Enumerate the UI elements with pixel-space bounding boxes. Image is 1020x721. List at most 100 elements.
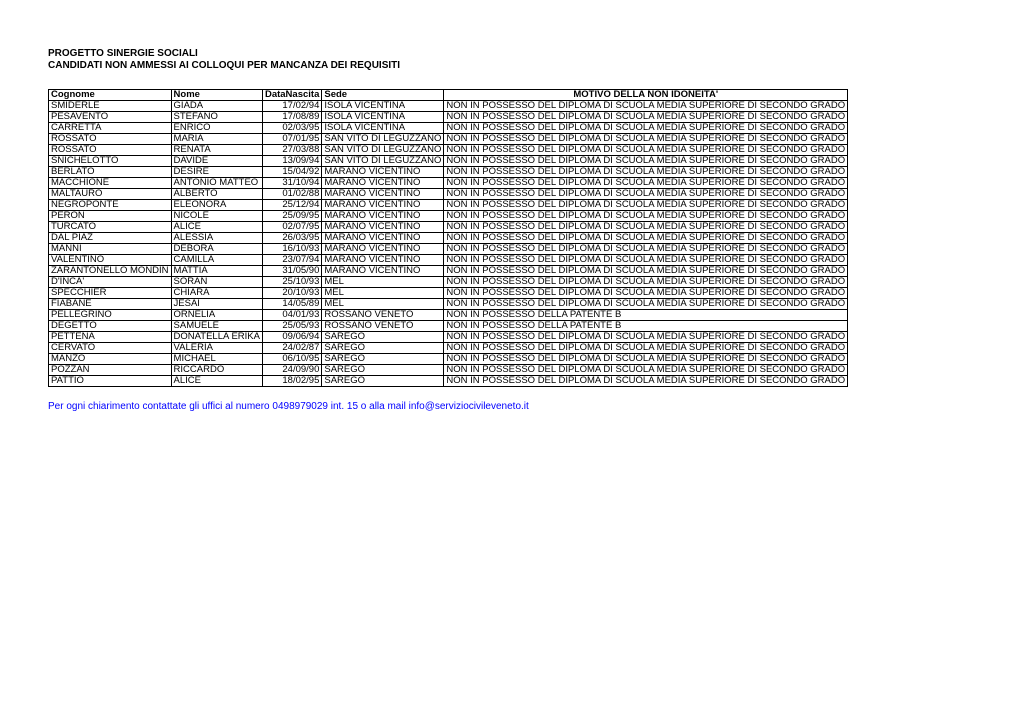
table-header-row: Cognome Nome DataNascita Sede MOTIVO DEL… xyxy=(49,90,848,101)
table-cell: NON IN POSSESSO DEL DIPLOMA DI SCUOLA ME… xyxy=(444,299,848,310)
table-cell: ISOLA VICENTINA xyxy=(322,101,444,112)
table-row: ROSSATOMARIA07/01/95SAN VITO DI LEGUZZAN… xyxy=(49,134,848,145)
table-cell: NON IN POSSESSO DEL DIPLOMA DI SCUOLA ME… xyxy=(444,211,848,222)
table-cell: RENATA xyxy=(171,145,262,156)
table-cell: NON IN POSSESSO DELLA PATENTE B xyxy=(444,321,848,332)
table-cell: MARANO VICENTINO xyxy=(322,222,444,233)
table-cell: JESAI xyxy=(171,299,262,310)
table-row: NEGROPONTEELEONORA25/12/94MARANO VICENTI… xyxy=(49,200,848,211)
table-row: CERVATOVALERIA24/02/87SAREGONON IN POSSE… xyxy=(49,343,848,354)
table-cell: MICHAEL xyxy=(171,354,262,365)
table-cell: GIADA xyxy=(171,101,262,112)
table-cell: MARANO VICENTINO xyxy=(322,211,444,222)
table-cell: NON IN POSSESSO DEL DIPLOMA DI SCUOLA ME… xyxy=(444,365,848,376)
col-header-datanascita: DataNascita xyxy=(262,90,321,101)
table-cell: NON IN POSSESSO DEL DIPLOMA DI SCUOLA ME… xyxy=(444,145,848,156)
table-row: ROSSATORENATA27/03/88SAN VITO DI LEGUZZA… xyxy=(49,145,848,156)
table-cell: MARANO VICENTINO xyxy=(322,255,444,266)
table-row: MACCHIONEANTONIO MATTEO31/10/94MARANO VI… xyxy=(49,178,848,189)
table-cell: 04/01/93 xyxy=(262,310,321,321)
table-cell: NON IN POSSESSO DEL DIPLOMA DI SCUOLA ME… xyxy=(444,101,848,112)
col-header-motivo: MOTIVO DELLA NON IDONEITA' xyxy=(444,90,848,101)
table-row: BERLATODESIRE15/04/92MARANO VICENTINONON… xyxy=(49,167,848,178)
table-cell: SAREGO xyxy=(322,343,444,354)
table-cell: STEFANO xyxy=(171,112,262,123)
table-cell: MALTAURO xyxy=(49,189,172,200)
table-row: SNICHELOTTODAVIDE13/09/94SAN VITO DI LEG… xyxy=(49,156,848,167)
table-cell: DEGETTO xyxy=(49,321,172,332)
table-row: PATTIOALICE18/02/95SAREGONON IN POSSESSO… xyxy=(49,376,848,387)
table-cell: MEL xyxy=(322,277,444,288)
table-cell: RICCARDO xyxy=(171,365,262,376)
table-cell: MATTIA xyxy=(171,266,262,277)
table-cell: NON IN POSSESSO DEL DIPLOMA DI SCUOLA ME… xyxy=(444,332,848,343)
table-cell: MARANO VICENTINO xyxy=(322,167,444,178)
table-cell: NON IN POSSESSO DEL DIPLOMA DI SCUOLA ME… xyxy=(444,288,848,299)
table-row: PELLEGRINOORNELIA04/01/93ROSSANO VENETON… xyxy=(49,310,848,321)
table-row: PESAVENTOSTEFANO17/08/89ISOLA VICENTINAN… xyxy=(49,112,848,123)
table-cell: TURCATO xyxy=(49,222,172,233)
table-cell: 14/05/89 xyxy=(262,299,321,310)
table-cell: NON IN POSSESSO DEL DIPLOMA DI SCUOLA ME… xyxy=(444,376,848,387)
table-cell: NON IN POSSESSO DEL DIPLOMA DI SCUOLA ME… xyxy=(444,354,848,365)
table-cell: NON IN POSSESSO DEL DIPLOMA DI SCUOLA ME… xyxy=(444,134,848,145)
table-cell: MARANO VICENTINO xyxy=(322,244,444,255)
table-cell: 17/02/94 xyxy=(262,101,321,112)
table-cell: ALESSIA xyxy=(171,233,262,244)
table-cell: ROSSATO xyxy=(49,134,172,145)
table-cell: PERON xyxy=(49,211,172,222)
table-cell: SAN VITO DI LEGUZZANO xyxy=(322,134,444,145)
footer-contact-note: Per ogni chiarimento contattate gli uffi… xyxy=(48,401,972,412)
table-cell: 09/06/94 xyxy=(262,332,321,343)
table-cell: 23/07/94 xyxy=(262,255,321,266)
table-cell: PESAVENTO xyxy=(49,112,172,123)
col-header-cognome: Cognome xyxy=(49,90,172,101)
table-cell: NON IN POSSESSO DEL DIPLOMA DI SCUOLA ME… xyxy=(444,222,848,233)
table-cell: MARANO VICENTINO xyxy=(322,266,444,277)
table-row: DAL PIAZALESSIA26/03/95MARANO VICENTINON… xyxy=(49,233,848,244)
table-cell: NON IN POSSESSO DEL DIPLOMA DI SCUOLA ME… xyxy=(444,277,848,288)
table-cell: 24/02/87 xyxy=(262,343,321,354)
table-cell: 31/05/90 xyxy=(262,266,321,277)
table-cell: MEL xyxy=(322,288,444,299)
table-cell: DESIRE xyxy=(171,167,262,178)
col-header-nome: Nome xyxy=(171,90,262,101)
table-cell: 25/09/95 xyxy=(262,211,321,222)
table-cell: 27/03/88 xyxy=(262,145,321,156)
table-cell: NON IN POSSESSO DEL DIPLOMA DI SCUOLA ME… xyxy=(444,244,848,255)
table-cell: MARANO VICENTINO xyxy=(322,200,444,211)
table-row: FIABANEJESAI14/05/89MELNON IN POSSESSO D… xyxy=(49,299,848,310)
table-cell: ELEONORA xyxy=(171,200,262,211)
table-cell: NON IN POSSESSO DEL DIPLOMA DI SCUOLA ME… xyxy=(444,189,848,200)
table-cell: 07/01/95 xyxy=(262,134,321,145)
table-cell: DONATELLA ERIKA xyxy=(171,332,262,343)
table-cell: NON IN POSSESSO DEL DIPLOMA DI SCUOLA ME… xyxy=(444,167,848,178)
table-cell: BERLATO xyxy=(49,167,172,178)
table-cell: MANZO xyxy=(49,354,172,365)
table-cell: 16/10/93 xyxy=(262,244,321,255)
table-cell: 13/09/94 xyxy=(262,156,321,167)
table-cell: MACCHIONE xyxy=(49,178,172,189)
table-cell: NON IN POSSESSO DEL DIPLOMA DI SCUOLA ME… xyxy=(444,233,848,244)
page-title: PROGETTO SINERGIE SOCIALI xyxy=(48,48,972,59)
table-cell: ALICE xyxy=(171,376,262,387)
table-cell: ANTONIO MATTEO xyxy=(171,178,262,189)
table-cell: ALICE xyxy=(171,222,262,233)
candidates-table: Cognome Nome DataNascita Sede MOTIVO DEL… xyxy=(48,89,848,387)
table-cell: MANNI xyxy=(49,244,172,255)
table-row: TURCATOALICE02/07/95MARANO VICENTINONON … xyxy=(49,222,848,233)
table-cell: SAREGO xyxy=(322,332,444,343)
table-cell: CARRETTA xyxy=(49,123,172,134)
table-cell: VALENTINO xyxy=(49,255,172,266)
table-cell: ROSSATO xyxy=(49,145,172,156)
table-cell: D'INCA' xyxy=(49,277,172,288)
table-cell: SAREGO xyxy=(322,365,444,376)
table-row: MANZOMICHAEL06/10/95SAREGONON IN POSSESS… xyxy=(49,354,848,365)
page-subtitle: CANDIDATI NON AMMESSI AI COLLOQUI PER MA… xyxy=(48,60,972,71)
table-cell: PELLEGRINO xyxy=(49,310,172,321)
table-cell: 18/02/95 xyxy=(262,376,321,387)
table-cell: SAMUELE xyxy=(171,321,262,332)
table-cell: SNICHELOTTO xyxy=(49,156,172,167)
table-cell: NON IN POSSESSO DEL DIPLOMA DI SCUOLA ME… xyxy=(444,255,848,266)
table-cell: DAVIDE xyxy=(171,156,262,167)
